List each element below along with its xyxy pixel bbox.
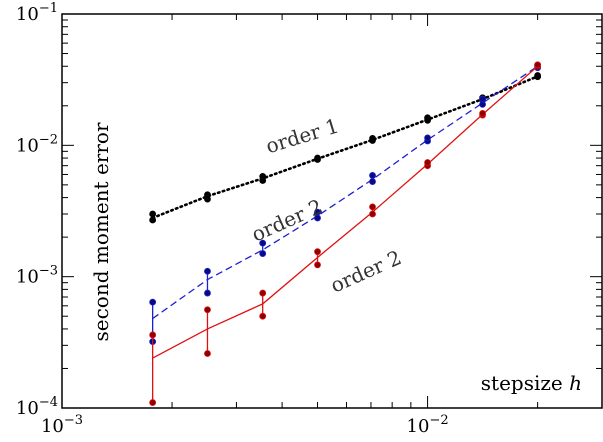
data-point xyxy=(534,72,542,79)
order-annotation: order 2 xyxy=(327,245,405,297)
x-tick-base: 10 xyxy=(407,416,430,437)
data-point xyxy=(149,298,157,306)
data-point xyxy=(259,173,267,180)
data-point xyxy=(259,239,267,247)
y-tick-exponent: −3 xyxy=(39,264,58,279)
data-point xyxy=(369,178,376,185)
series-3 xyxy=(149,61,542,406)
data-point xyxy=(149,216,157,224)
plot-frame xyxy=(61,13,603,409)
y-tick-exponent: −2 xyxy=(39,132,58,147)
series-line xyxy=(151,75,539,220)
x-axis-label-text: stepsize xyxy=(481,371,569,395)
series-2 xyxy=(149,61,542,346)
data-point xyxy=(534,61,542,69)
x-tick-exponent: −2 xyxy=(429,413,448,428)
y-tick-base: 10 xyxy=(16,135,39,156)
x-tick-exponent: −3 xyxy=(64,413,83,428)
order-annotation: order 1 xyxy=(263,113,342,158)
data-point xyxy=(424,134,431,142)
data-point xyxy=(424,159,431,166)
x-axis-label-symbol: h xyxy=(569,371,582,395)
x-axis-label: stepsize h xyxy=(481,371,582,395)
x-tick-label: 10−3 xyxy=(41,413,83,437)
y-tick-label: 10−2 xyxy=(16,132,58,156)
data-point xyxy=(314,208,321,216)
x-tick-label: 10−2 xyxy=(407,413,449,437)
y-tick-base: 10 xyxy=(16,267,39,288)
y-tick-label: 10−1 xyxy=(16,1,58,25)
data-point xyxy=(259,250,267,257)
data-point xyxy=(314,154,321,162)
order-annotation: order 2 xyxy=(248,194,326,246)
y-tick-label: 10−3 xyxy=(16,264,58,288)
data-point xyxy=(259,289,267,297)
series-layer xyxy=(149,61,542,406)
y-tick-base: 10 xyxy=(16,4,39,25)
data-point xyxy=(149,399,157,406)
series-1 xyxy=(149,72,542,224)
x-tick-base: 10 xyxy=(41,416,64,437)
data-point xyxy=(204,306,211,314)
data-point xyxy=(314,261,321,269)
y-tick-exponent: −4 xyxy=(39,395,58,410)
data-point xyxy=(479,110,486,117)
series-line xyxy=(152,65,538,320)
data-point xyxy=(204,267,211,275)
data-point xyxy=(204,191,211,199)
data-point xyxy=(149,331,157,339)
data-point xyxy=(369,203,376,211)
data-point xyxy=(259,312,267,320)
y-axis-label: second moment error xyxy=(89,122,113,341)
y-tick-base: 10 xyxy=(16,398,39,419)
data-point xyxy=(424,114,431,122)
data-point xyxy=(369,134,376,142)
data-point xyxy=(314,248,321,256)
data-point xyxy=(204,289,211,297)
data-point xyxy=(369,172,376,179)
series-line xyxy=(152,65,539,359)
y-tick-label: 10−4 xyxy=(16,395,58,419)
data-point xyxy=(479,95,486,103)
data-point xyxy=(369,210,376,218)
y-tick-exponent: −1 xyxy=(39,1,58,16)
data-point xyxy=(149,210,157,218)
data-point xyxy=(204,350,211,357)
